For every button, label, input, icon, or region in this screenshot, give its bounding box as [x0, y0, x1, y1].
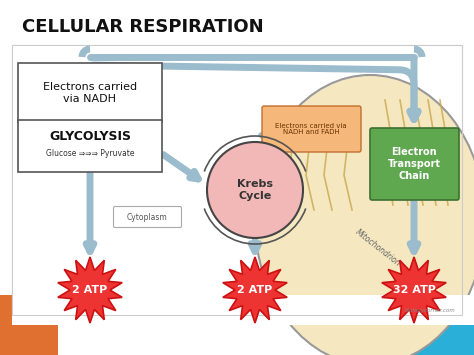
Polygon shape: [58, 257, 122, 323]
Text: CELLULAR RESPIRATION: CELLULAR RESPIRATION: [22, 18, 264, 36]
Ellipse shape: [255, 75, 474, 355]
Text: Krebs
Cycle: Krebs Cycle: [237, 179, 273, 201]
FancyBboxPatch shape: [12, 45, 462, 315]
Text: 2 ATP: 2 ATP: [237, 285, 273, 295]
Text: Glucose ⇒⇒⇒ Pyruvate: Glucose ⇒⇒⇒ Pyruvate: [46, 148, 134, 158]
Text: Electron
Transport
Chain: Electron Transport Chain: [388, 147, 440, 181]
Text: biologycorner.com: biologycorner.com: [405, 308, 456, 313]
FancyBboxPatch shape: [385, 298, 474, 355]
Text: Electrons carried
via NADH: Electrons carried via NADH: [43, 82, 137, 104]
FancyBboxPatch shape: [113, 207, 182, 228]
FancyArrowPatch shape: [93, 65, 418, 120]
Text: GLYCOLYSIS: GLYCOLYSIS: [49, 130, 131, 142]
Circle shape: [207, 142, 303, 238]
Text: Electrons carried via
NADH and FADH: Electrons carried via NADH and FADH: [275, 122, 347, 136]
Polygon shape: [382, 257, 446, 323]
FancyBboxPatch shape: [18, 63, 162, 122]
Polygon shape: [223, 257, 287, 323]
FancyBboxPatch shape: [370, 128, 459, 200]
Text: Mitochondrion: Mitochondrion: [354, 228, 402, 268]
Text: 32 ATP: 32 ATP: [392, 285, 436, 295]
FancyBboxPatch shape: [262, 106, 361, 152]
Text: Cytoplasm: Cytoplasm: [127, 213, 167, 222]
FancyBboxPatch shape: [18, 120, 162, 172]
FancyBboxPatch shape: [12, 45, 245, 325]
FancyBboxPatch shape: [245, 295, 474, 325]
Text: 2 ATP: 2 ATP: [73, 285, 108, 295]
FancyBboxPatch shape: [0, 295, 58, 355]
